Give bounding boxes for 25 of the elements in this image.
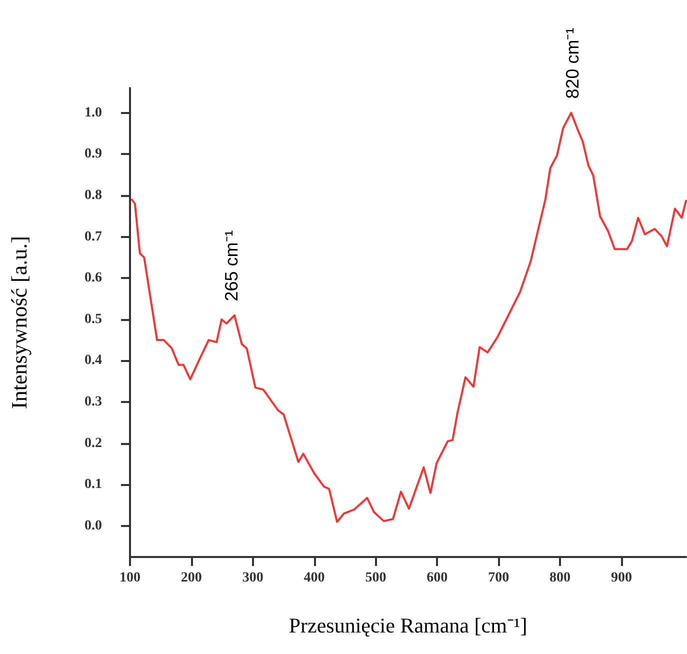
annotation: 820 cm⁻¹ (562, 28, 582, 99)
y-tick-label: 1.0 (84, 105, 102, 120)
y-tick-label: 0.2 (84, 436, 102, 451)
y-tick-label: 0.7 (84, 229, 102, 244)
x-tick-label: 500 (365, 570, 386, 586)
x-tick-label: 100 (120, 570, 140, 586)
y-tick-label: 0.0 (84, 518, 102, 534)
y-tick-label: 0.9 (84, 146, 102, 162)
y-tick-label: 0.4 (84, 353, 102, 368)
x-tick-label: 900 (610, 570, 632, 586)
line-series (130, 112, 687, 523)
y-tick-label: 0.5 (84, 312, 102, 327)
x-axis-title: Przesunięcie Ramana [cm⁻¹] (288, 614, 528, 638)
y-tick-label: 0.6 (84, 270, 102, 286)
annotation: 265 cm⁻¹ (221, 230, 242, 302)
y-tick-label: 0.3 (84, 394, 102, 410)
y-tick-label: 0.8 (84, 188, 102, 203)
x-tick-label: 600 (426, 570, 448, 586)
x-tick-label: 200 (180, 570, 202, 586)
y-tick-label: 0.1 (84, 477, 102, 492)
x-tick-label: 700 (488, 570, 510, 586)
x-tick-label: 300 (242, 570, 264, 586)
x-tick-label: 400 (304, 570, 325, 586)
x-tick-label: 800 (550, 570, 571, 586)
y-axis-title: Intensywność [a.u.] (6, 236, 32, 409)
